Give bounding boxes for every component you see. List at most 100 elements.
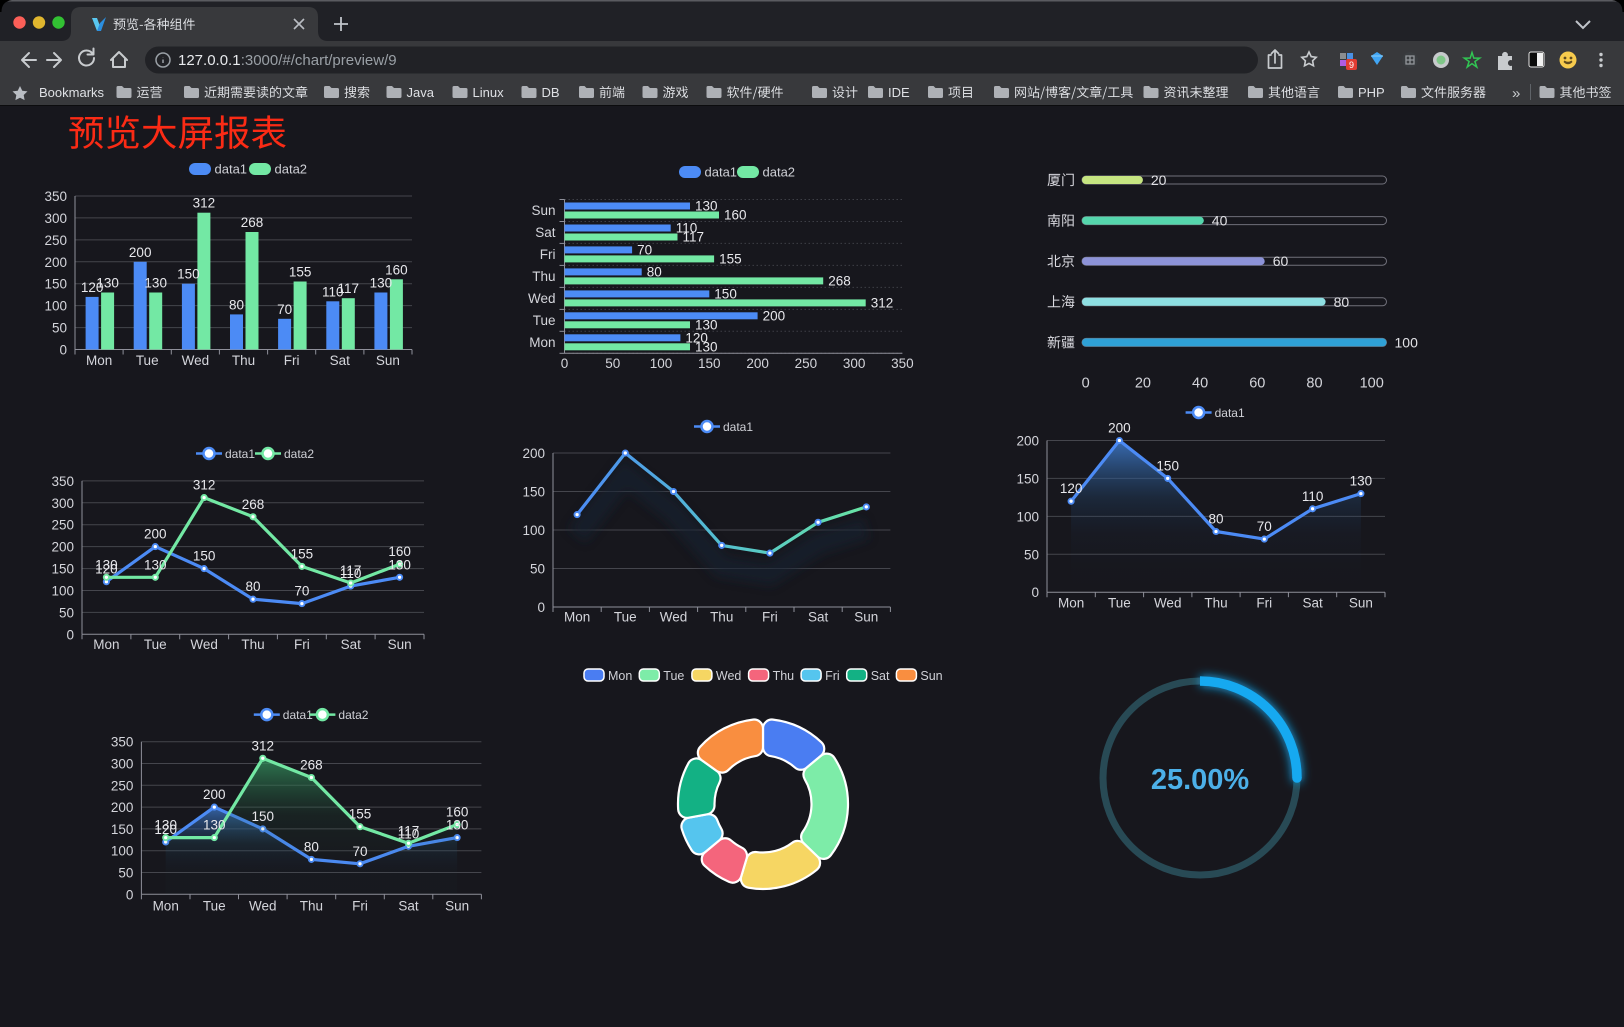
svg-text:Sat: Sat (535, 225, 556, 240)
svg-text:Sun: Sun (376, 353, 400, 368)
svg-text:350: 350 (51, 474, 74, 489)
svg-text:312: 312 (252, 738, 275, 753)
svg-text:Wed: Wed (528, 291, 556, 306)
svg-text:Wed: Wed (249, 899, 277, 914)
svg-text:0: 0 (1031, 585, 1039, 600)
svg-text:120: 120 (1060, 481, 1083, 496)
svg-text:data1: data1 (705, 165, 738, 180)
svg-text:150: 150 (193, 549, 216, 564)
svg-text:100: 100 (111, 844, 134, 859)
svg-text:0: 0 (59, 343, 67, 358)
svg-text:160: 160 (388, 544, 411, 559)
svg-text:Thu: Thu (241, 637, 264, 652)
svg-text:Thu: Thu (710, 610, 733, 625)
svg-text:Tue: Tue (533, 313, 556, 328)
svg-text:data1: data1 (225, 447, 255, 461)
svg-text:Thu: Thu (532, 269, 555, 284)
svg-text:data2: data2 (763, 165, 796, 180)
svg-text:Sun: Sun (388, 637, 412, 652)
svg-text:Sat: Sat (871, 669, 890, 683)
svg-text:0: 0 (1082, 376, 1090, 392)
svg-text:110: 110 (676, 221, 698, 236)
svg-text:150: 150 (252, 809, 275, 824)
svg-text:130: 130 (144, 557, 167, 572)
svg-text:150: 150 (1156, 458, 1179, 473)
svg-text:data1: data1 (1215, 406, 1245, 420)
svg-text:117: 117 (338, 281, 360, 296)
svg-text:130: 130 (95, 557, 118, 572)
svg-text:data1: data1 (723, 420, 753, 434)
svg-text:130: 130 (1350, 474, 1373, 489)
svg-text:Sat: Sat (1302, 596, 1323, 611)
svg-text:0: 0 (537, 600, 545, 615)
svg-text:130: 130 (96, 276, 119, 291)
svg-text:350: 350 (44, 189, 67, 204)
svg-text:200: 200 (144, 527, 167, 542)
svg-text:»: » (1512, 85, 1520, 102)
svg-text:Fri: Fri (1256, 596, 1272, 611)
svg-text:250: 250 (44, 233, 67, 248)
svg-text:Mon: Mon (608, 669, 632, 683)
svg-text:250: 250 (111, 778, 134, 793)
svg-text:100: 100 (1016, 509, 1039, 524)
svg-text:Wed: Wed (716, 669, 742, 683)
svg-text:150: 150 (51, 562, 74, 577)
svg-text:120: 120 (685, 330, 708, 345)
svg-text:Bookmarks: Bookmarks (39, 85, 105, 100)
svg-text:Sun: Sun (1349, 596, 1373, 611)
svg-text:155: 155 (349, 807, 372, 822)
svg-text:130: 130 (695, 317, 718, 332)
svg-text:130: 130 (203, 818, 226, 833)
svg-text:Fri: Fri (825, 669, 840, 683)
svg-text:150: 150 (177, 267, 200, 282)
svg-text:200: 200 (111, 800, 134, 815)
svg-text:80: 80 (647, 264, 662, 279)
svg-text:Wed: Wed (1154, 596, 1182, 611)
svg-text:Tue: Tue (203, 899, 226, 914)
svg-text:80: 80 (229, 297, 244, 312)
svg-text:50: 50 (118, 866, 133, 881)
svg-text:150: 150 (698, 356, 721, 371)
svg-text:350: 350 (891, 356, 914, 371)
svg-text:160: 160 (385, 262, 408, 277)
svg-text:110: 110 (398, 826, 420, 841)
svg-text:300: 300 (111, 757, 134, 772)
svg-text:Mon: Mon (153, 899, 179, 914)
svg-text:117: 117 (340, 563, 362, 578)
svg-text:Tue: Tue (136, 353, 159, 368)
svg-text:268: 268 (242, 497, 265, 512)
svg-text:Tue: Tue (144, 637, 167, 652)
svg-text:Thu: Thu (300, 899, 323, 914)
svg-text:200: 200 (1108, 421, 1131, 436)
svg-text:268: 268 (828, 273, 851, 288)
svg-text:50: 50 (52, 321, 67, 336)
svg-text:80: 80 (1306, 376, 1322, 392)
svg-text:200: 200 (763, 308, 786, 323)
svg-text:130: 130 (388, 557, 411, 572)
svg-text:70: 70 (1257, 519, 1272, 534)
svg-text:130: 130 (446, 818, 469, 833)
svg-text:150: 150 (44, 277, 67, 292)
svg-text:Java: Java (407, 85, 435, 100)
svg-text:40: 40 (1212, 213, 1228, 229)
svg-text:Fri: Fri (540, 247, 556, 262)
svg-text:Fri: Fri (352, 899, 368, 914)
svg-text:117: 117 (398, 823, 420, 838)
svg-text:150: 150 (522, 485, 545, 500)
svg-text:200: 200 (44, 255, 67, 270)
svg-text:80: 80 (245, 579, 260, 594)
svg-text:80: 80 (304, 839, 319, 854)
svg-text:250: 250 (51, 518, 74, 533)
svg-text:200: 200 (746, 356, 769, 371)
svg-text:Mon: Mon (1058, 596, 1084, 611)
svg-text:110: 110 (1302, 489, 1324, 504)
svg-text:9: 9 (1349, 60, 1354, 70)
svg-text:200: 200 (129, 245, 152, 260)
svg-text:Fri: Fri (762, 610, 778, 625)
svg-text:312: 312 (193, 478, 216, 493)
svg-text::3000/#/chart/preview/9: :3000/#/chart/preview/9 (241, 52, 397, 69)
svg-text:Thu: Thu (773, 669, 795, 683)
svg-text:20: 20 (1135, 376, 1151, 392)
svg-text:data1: data1 (283, 708, 313, 722)
svg-text:130: 130 (695, 199, 718, 214)
